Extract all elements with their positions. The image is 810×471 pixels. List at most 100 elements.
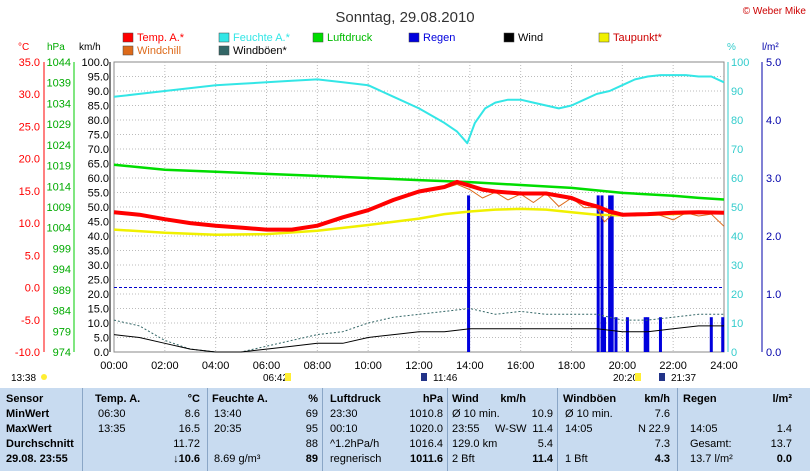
humidity-tick-label: 50	[731, 202, 743, 214]
chart-title: Sonntag, 29.08.2010	[335, 9, 474, 26]
x-tick-label: 12:00	[405, 360, 433, 372]
marker-icon	[659, 373, 665, 381]
wind-tick-label: 100.0	[81, 57, 109, 69]
temp-tick-label: 25.0	[19, 121, 40, 133]
legend-label: Windchill	[137, 45, 181, 57]
stats-cell: 29.08. 23:55	[6, 453, 68, 465]
stats-cell: Luftdruck	[330, 393, 381, 405]
stats-cell: Regen	[683, 393, 717, 405]
table-divider	[82, 388, 83, 471]
x-tick-label: 10:00	[354, 360, 382, 372]
stats-cell: 13.7 l/m²	[690, 453, 733, 465]
stats-cell: 1020.0	[409, 423, 443, 435]
rain-bar	[610, 195, 614, 352]
x-tick-label: 08:00	[304, 360, 332, 372]
weather-chart: Sonntag, 29.08.2010 © Weber Mike Temp. A…	[11, 6, 806, 384]
pressure-tick-label: 974	[53, 347, 71, 359]
humidity-axis-unit: %	[727, 42, 736, 53]
table-divider	[207, 388, 208, 471]
wind-tick-label: 35.0	[88, 246, 109, 258]
marker-icon	[635, 373, 641, 381]
rain-tick-label: 5.0	[766, 57, 781, 69]
legend-label: Wind	[518, 32, 543, 44]
x-tick-label: 24:00	[710, 360, 738, 372]
table-divider	[677, 388, 678, 471]
temp-tick-label: 30.0	[19, 89, 40, 101]
stats-cell: 2 Bft	[452, 453, 475, 465]
rain-tick-label: 3.0	[766, 173, 781, 185]
humidity-tick-label: 100	[731, 57, 749, 69]
pressure-tick-label: 1044	[47, 57, 71, 69]
statistics-table: Sensor Temp. A. °C Feuchte A.% Luftdruck hPa W…	[0, 388, 810, 471]
stats-cell: 11.4	[532, 453, 553, 465]
temp-axis-unit: °C	[18, 42, 29, 53]
pressure-tick-label: 1009	[47, 202, 71, 214]
stats-cell: MaxWert	[6, 423, 52, 435]
stats-cell: regnerisch	[330, 453, 382, 465]
wind-tick-label: 25.0	[88, 275, 109, 287]
series-line	[113, 179, 725, 232]
wind-tick-label: 80.0	[88, 115, 109, 127]
legend-swatch	[218, 32, 230, 43]
series-line	[113, 308, 724, 353]
stats-cell: Feuchte A.	[212, 393, 268, 405]
pressure-tick-label: 1039	[47, 78, 71, 90]
temp-tick-label: 35.0	[19, 57, 40, 69]
rain-bar	[596, 195, 600, 352]
legend-swatch	[122, 45, 134, 56]
pressure-tick-label: 1034	[47, 98, 71, 110]
stats-cell: l/m²	[772, 393, 792, 405]
time-marker-label: 20:20	[613, 373, 638, 384]
stats-cell: 88	[305, 438, 318, 450]
x-tick-label: 20:00	[609, 360, 637, 372]
stats-cell: 1011.6	[409, 453, 443, 465]
stats-cell: 7.6	[654, 408, 670, 420]
stats-cell: 8.69 g/m³	[214, 453, 261, 465]
legend-swatch	[312, 32, 324, 43]
pressure-tick-label: 999	[53, 243, 71, 255]
x-tick-label: 00:00	[100, 360, 128, 372]
rain-bar	[658, 317, 662, 352]
rain-tick-label: 4.0	[766, 115, 781, 127]
stats-cell: 23:55	[452, 423, 480, 435]
wind-tick-label: 40.0	[88, 231, 109, 243]
stats-cell: Windböen	[563, 393, 617, 405]
humidity-tick-label: 0	[731, 347, 737, 359]
marker-icon	[421, 373, 427, 381]
wind-tick-label: 0.0	[94, 347, 109, 359]
rain-bar	[643, 317, 647, 352]
stats-cell: 10.9	[531, 408, 553, 420]
stats-cell: 8.6	[184, 408, 200, 420]
stats-cell: 1016.4	[409, 438, 443, 450]
stats-cell: Durchschnitt	[6, 438, 74, 450]
stats-cell: Ø 10 min.	[565, 408, 613, 420]
x-tick-label: 16:00	[507, 360, 535, 372]
legend-swatch	[122, 32, 134, 43]
stats-cell: 22.9	[648, 423, 670, 435]
stats-cell: %	[308, 393, 318, 405]
temp-tick-label: 10.0	[19, 218, 40, 230]
pressure-axis-unit: hPa	[47, 42, 65, 53]
wind-tick-label: 75.0	[88, 130, 109, 142]
stats-cell: N	[638, 423, 646, 435]
sun-marker	[41, 374, 47, 380]
pressure-tick-label: 1019	[47, 161, 71, 173]
stats-cell: Wind	[452, 393, 479, 405]
x-tick-label: 22:00	[659, 360, 687, 372]
stats-cell: 129.0 km	[452, 438, 498, 450]
series-line	[113, 163, 725, 201]
humidity-tick-label: 90	[731, 86, 743, 98]
marker-icon	[285, 373, 291, 381]
wind-tick-label: 65.0	[88, 159, 109, 171]
stats-cell: 1010.8	[409, 408, 443, 420]
legend-swatch	[408, 32, 420, 43]
pressure-tick-label: 979	[53, 326, 71, 338]
humidity-tick-label: 30	[731, 260, 743, 272]
wind-tick-label: 15.0	[88, 304, 109, 316]
legend-label: Feuchte A.*	[233, 32, 291, 44]
humidity-tick-label: 10	[731, 318, 743, 330]
stats-cell: 95	[305, 423, 318, 435]
temp-tick-label: -10.0	[15, 347, 40, 359]
x-tick-label: 04:00	[202, 360, 230, 372]
series-line	[113, 74, 725, 145]
